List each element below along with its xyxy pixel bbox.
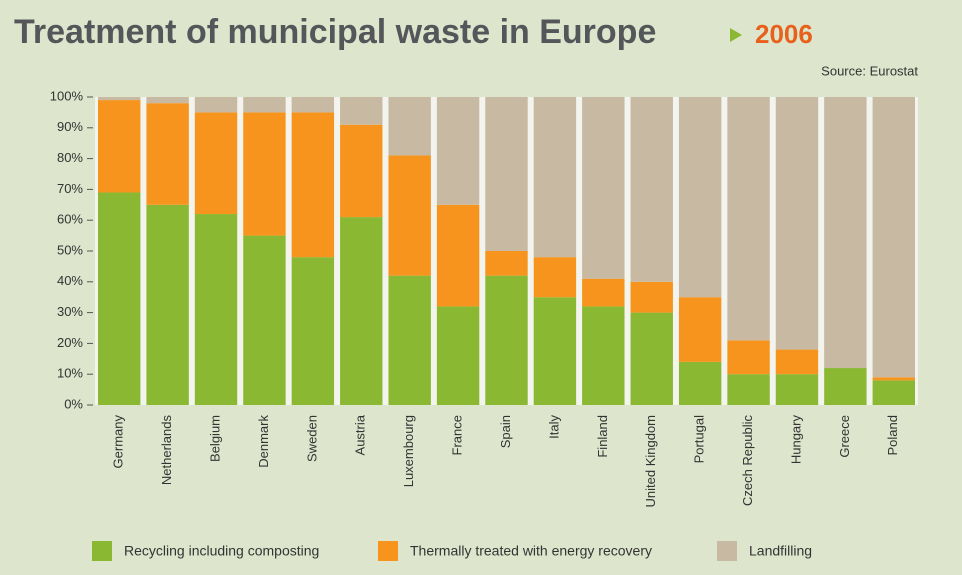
y-tick-label: 20%	[57, 335, 83, 350]
bar-segment	[824, 368, 867, 405]
y-tick-label: 0%	[64, 396, 83, 411]
bar-segment	[582, 97, 625, 279]
bar-segment	[98, 100, 141, 193]
x-tick-label: United Kingdom	[643, 415, 658, 508]
bar-segment	[436, 97, 480, 205]
bar-segment	[533, 297, 577, 405]
bar-segment	[340, 124, 383, 218]
bar-segment	[485, 97, 528, 251]
bar-segment	[582, 306, 625, 405]
x-tick-label: Netherlands	[159, 415, 174, 486]
y-tick-label: 40%	[57, 273, 83, 288]
bar-segment	[630, 281, 673, 313]
y-tick-label: 70%	[57, 181, 83, 196]
arrow-icon	[730, 28, 742, 42]
legend-swatch	[378, 541, 398, 561]
x-tick-label: Belgium	[207, 415, 222, 462]
bar-segment	[291, 257, 335, 405]
bar-segment	[436, 204, 480, 307]
x-tick-label: Austria	[353, 414, 368, 455]
bar-segment	[194, 112, 238, 215]
bar-segment	[533, 97, 577, 258]
bar-segment	[533, 257, 577, 298]
legend-label: Recycling including composting	[124, 543, 319, 559]
x-tick-label: Luxembourg	[401, 415, 416, 487]
x-tick-label: Czech Republic	[740, 415, 755, 507]
bar-segment	[98, 192, 141, 405]
y-tick-label: 50%	[57, 242, 83, 257]
legend-swatch	[717, 541, 737, 561]
bar-segment	[388, 155, 431, 276]
x-tick-label: Finland	[595, 415, 610, 458]
chart-title: Treatment of municipal waste in Europe	[14, 13, 656, 51]
bar-segment	[291, 112, 335, 258]
bar-segment	[146, 97, 189, 104]
bar-segment	[243, 97, 286, 113]
bar-segment	[678, 297, 722, 362]
y-tick-label: 30%	[57, 304, 83, 319]
bar-segment	[388, 97, 431, 156]
y-tick-label: 60%	[57, 212, 83, 227]
source: Source: Eurostat	[821, 63, 918, 78]
bar-segment	[582, 278, 625, 307]
bar-segment	[194, 214, 238, 405]
x-tick-label: Italy	[546, 415, 561, 439]
bar-segment	[678, 361, 722, 405]
bar-segment	[727, 374, 770, 405]
x-tick-label: Hungary	[788, 415, 803, 465]
x-tick-label: France	[450, 415, 465, 455]
bar-segment	[630, 312, 673, 405]
bar-segment	[824, 97, 867, 369]
x-tick-label: Spain	[498, 415, 513, 448]
legend-swatch	[92, 541, 112, 561]
bar-segment	[872, 97, 915, 378]
bar-segment	[678, 97, 722, 298]
bar-segment	[146, 103, 189, 205]
bar-segment	[388, 275, 431, 405]
x-tick-label: Poland	[885, 415, 900, 455]
bar-segment	[243, 112, 286, 236]
bar-segment	[775, 349, 819, 375]
bar-segment	[291, 97, 335, 113]
x-tick-label: Denmark	[256, 415, 271, 468]
y-tick-label: 80%	[57, 150, 83, 165]
bar-segment	[436, 306, 480, 405]
legend-label: Landfilling	[749, 543, 812, 559]
bar-segment	[194, 97, 238, 113]
bar-segment	[775, 97, 819, 350]
bar-segment	[243, 235, 286, 405]
y-tick-label: 10%	[57, 366, 83, 381]
bar-segment	[146, 204, 189, 405]
x-tick-label: Germany	[111, 415, 126, 469]
x-tick-label: Portugal	[692, 415, 707, 464]
bar-segment	[630, 97, 673, 282]
bar-segment	[727, 97, 770, 341]
bar-segment	[872, 380, 915, 405]
chart-subtitle: 2006	[755, 19, 813, 49]
bar-segment	[775, 374, 819, 405]
bar-segment	[485, 251, 528, 276]
bar-segment	[485, 275, 528, 405]
bar-segment	[98, 97, 141, 101]
y-tick-label: 100%	[50, 88, 84, 103]
bar-segment	[872, 377, 915, 381]
bar-segment	[727, 340, 770, 375]
bar-segment	[340, 217, 383, 405]
legend-label: Thermally treated with energy recovery	[410, 543, 652, 559]
bar-segment	[340, 97, 383, 125]
x-tick-label: Greece	[837, 415, 852, 458]
x-tick-label: Sweden	[304, 415, 319, 462]
y-tick-label: 90%	[57, 119, 83, 134]
